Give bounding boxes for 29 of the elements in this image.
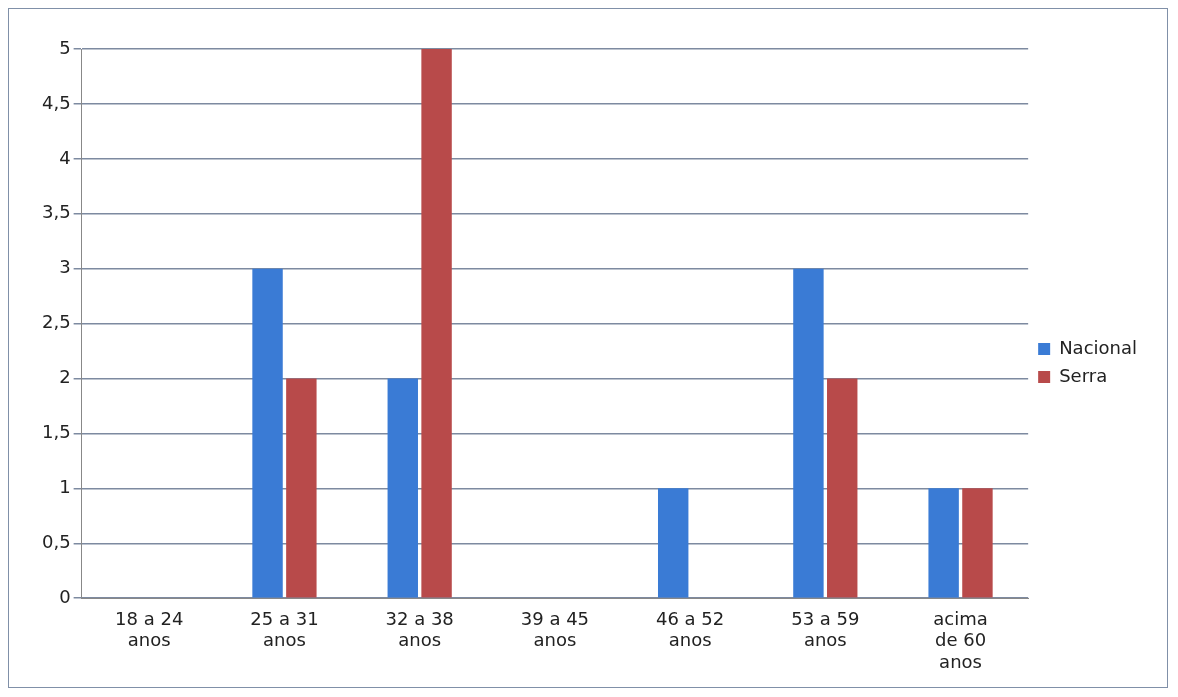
x-tick-label: 32 a 38 anos: [385, 607, 454, 651]
y-tick-label: 1: [59, 476, 71, 498]
x-tick-label: 25 a 31 anos: [250, 607, 319, 651]
x-tick-label: 18 a 24 anos: [115, 607, 184, 651]
y-tick-label: 5: [59, 36, 71, 58]
bar: [962, 488, 993, 598]
x-tick-label: 39 a 45 anos: [520, 607, 590, 651]
y-tick-label: 4,5: [41, 91, 71, 113]
bar: [928, 488, 959, 598]
y-tick-label: 0: [59, 585, 71, 607]
y-tick-label: 3,5: [41, 201, 71, 223]
bar: [793, 268, 824, 598]
y-tick-label: 3: [59, 256, 71, 278]
y-tick-label: 1,5: [41, 421, 71, 443]
bar: [286, 378, 317, 598]
x-tick-label: acima de 60 anos: [933, 607, 988, 672]
y-tick-label: 0,5: [41, 530, 71, 552]
y-tick-label: 2: [59, 366, 71, 388]
legend-label: Nacional: [1059, 336, 1138, 358]
bar: [658, 488, 689, 598]
bar: [252, 268, 283, 598]
x-tick-label: 53 a 59 anos: [791, 607, 860, 651]
y-tick-label: 2,5: [41, 311, 71, 333]
bar: [827, 378, 858, 598]
legend-label: Serra: [1059, 364, 1108, 386]
x-tick-label: 46 a 52 anos: [655, 607, 725, 651]
bar: [387, 378, 418, 598]
y-tick-label: 4: [59, 146, 71, 168]
bar: [421, 49, 452, 598]
